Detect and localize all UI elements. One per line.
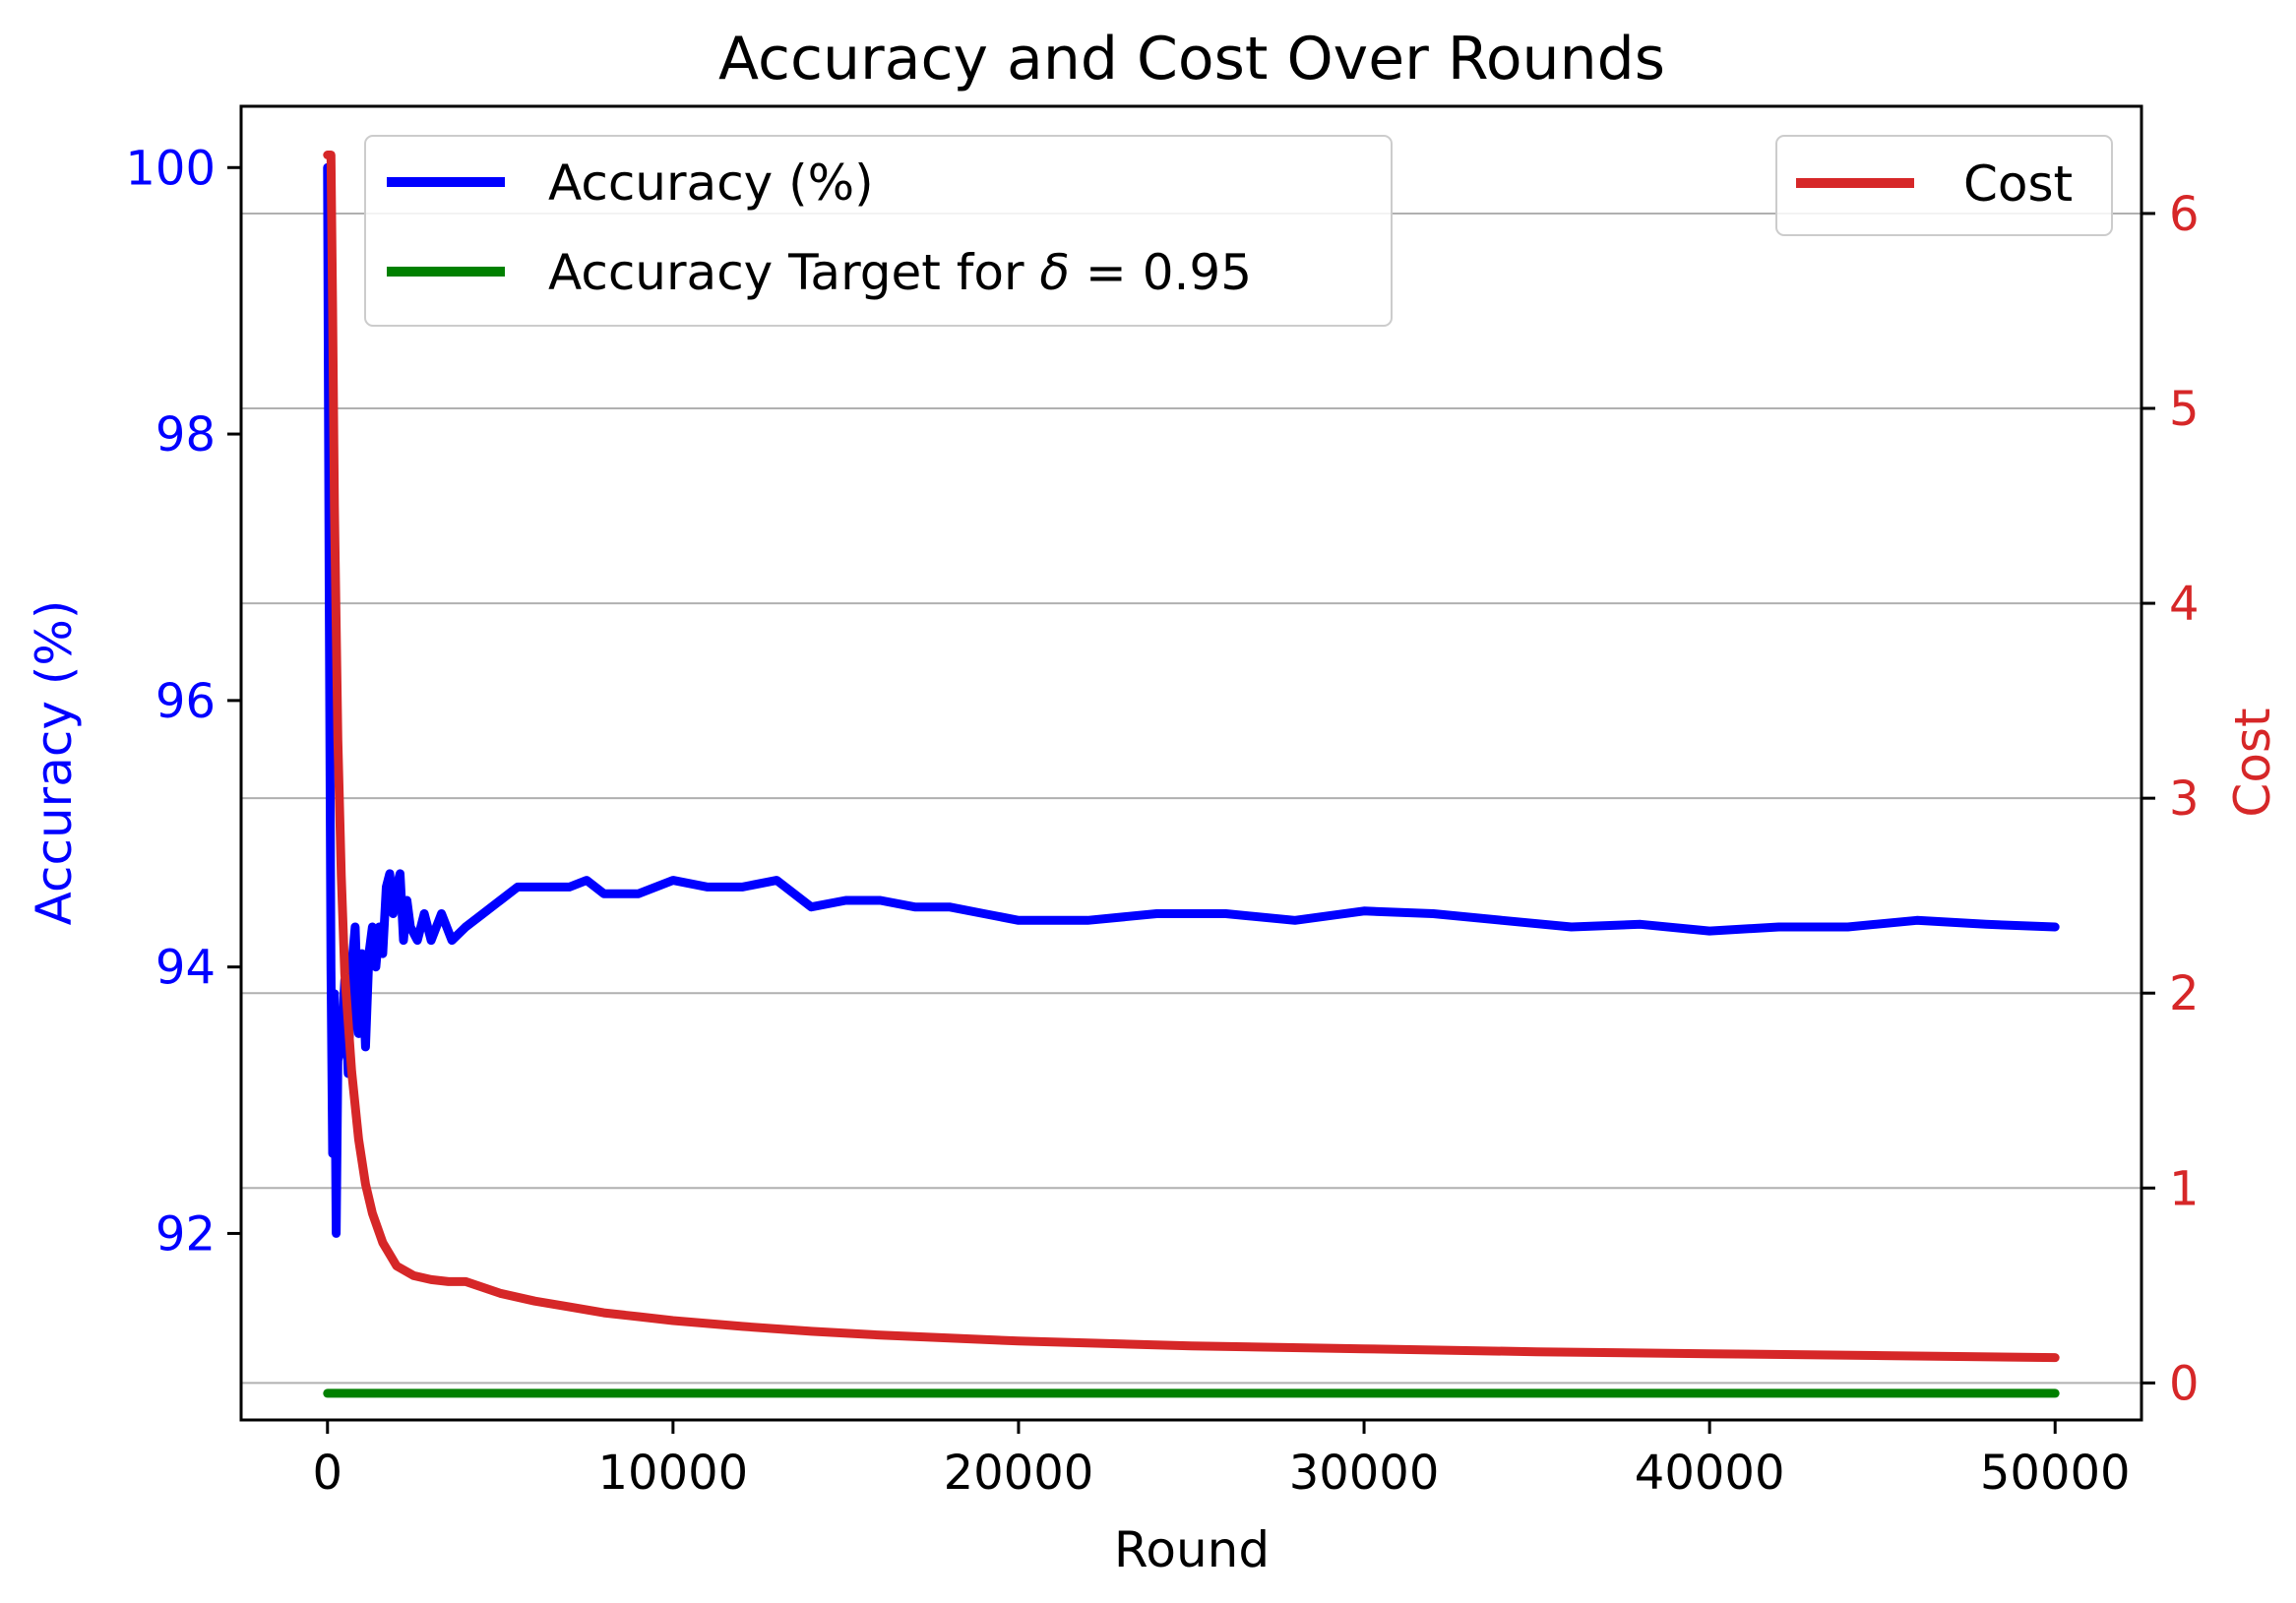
legend-label-cost: Cost xyxy=(1963,155,2073,213)
y-left-tick-label-0: 92 xyxy=(155,1206,216,1262)
legend-label-target-symbol: δ xyxy=(1039,244,1070,301)
y-right-tick-label-6: 6 xyxy=(2169,187,2200,242)
y-axis-right-label: Cost xyxy=(2224,708,2281,817)
y-right-tick-label-0: 0 xyxy=(2169,1356,2200,1411)
y-right-tick-label-3: 3 xyxy=(2169,771,2200,827)
x-tick-label-4: 40000 xyxy=(1635,1446,1785,1501)
y-axis-left: 92 94 96 98 100 xyxy=(125,141,241,1262)
series-group xyxy=(323,151,2060,1398)
plot-frame xyxy=(239,104,2143,1422)
y-left-tick-label-2: 96 xyxy=(155,674,216,729)
y-left-tick-label-3: 98 xyxy=(155,407,216,462)
x-axis: 0 10000 20000 30000 40000 50000 xyxy=(312,1420,2131,1501)
legend-right: Cost xyxy=(1775,135,2113,236)
x-tick-label-3: 30000 xyxy=(1289,1446,1440,1501)
legend-right-frame xyxy=(1775,135,2113,236)
y-right-tick-label-4: 4 xyxy=(2169,577,2200,632)
y-axis-right: 0 1 2 3 4 5 6 xyxy=(2141,187,2200,1411)
legend-label-target: Accuracy Target for δ = 0.95 xyxy=(548,244,1252,301)
y-axis-left-label: Accuracy (%) xyxy=(26,600,83,926)
series-line-accuracy xyxy=(323,162,2060,1238)
x-tick-label-2: 20000 xyxy=(944,1446,1094,1501)
series-line-cost xyxy=(323,151,2060,1363)
legend-label-target-expr: = 0.95 xyxy=(1086,244,1252,301)
y-right-tick-label-2: 2 xyxy=(2169,966,2200,1021)
legend-left: Accuracy (%) Accuracy Target for δ = 0.9… xyxy=(364,135,1393,327)
x-tick-label-1: 10000 xyxy=(598,1446,749,1501)
y-left-tick-label-1: 94 xyxy=(155,941,216,996)
y-right-tick-label-1: 1 xyxy=(2169,1161,2200,1216)
legend-left-frame xyxy=(364,135,1393,327)
x-axis-label: Round xyxy=(1114,1521,1270,1578)
x-tick-label-5: 50000 xyxy=(1980,1446,2131,1501)
chart-title: Accuracy and Cost Over Rounds xyxy=(718,25,1665,93)
legend-label-target-prefix: Accuracy Target for xyxy=(548,244,1024,301)
x-tick-label-0: 0 xyxy=(312,1446,342,1501)
legend-label-accuracy: Accuracy (%) xyxy=(548,154,874,212)
y-left-tick-label-4: 100 xyxy=(125,141,216,196)
y-right-tick-label-5: 5 xyxy=(2169,382,2200,437)
